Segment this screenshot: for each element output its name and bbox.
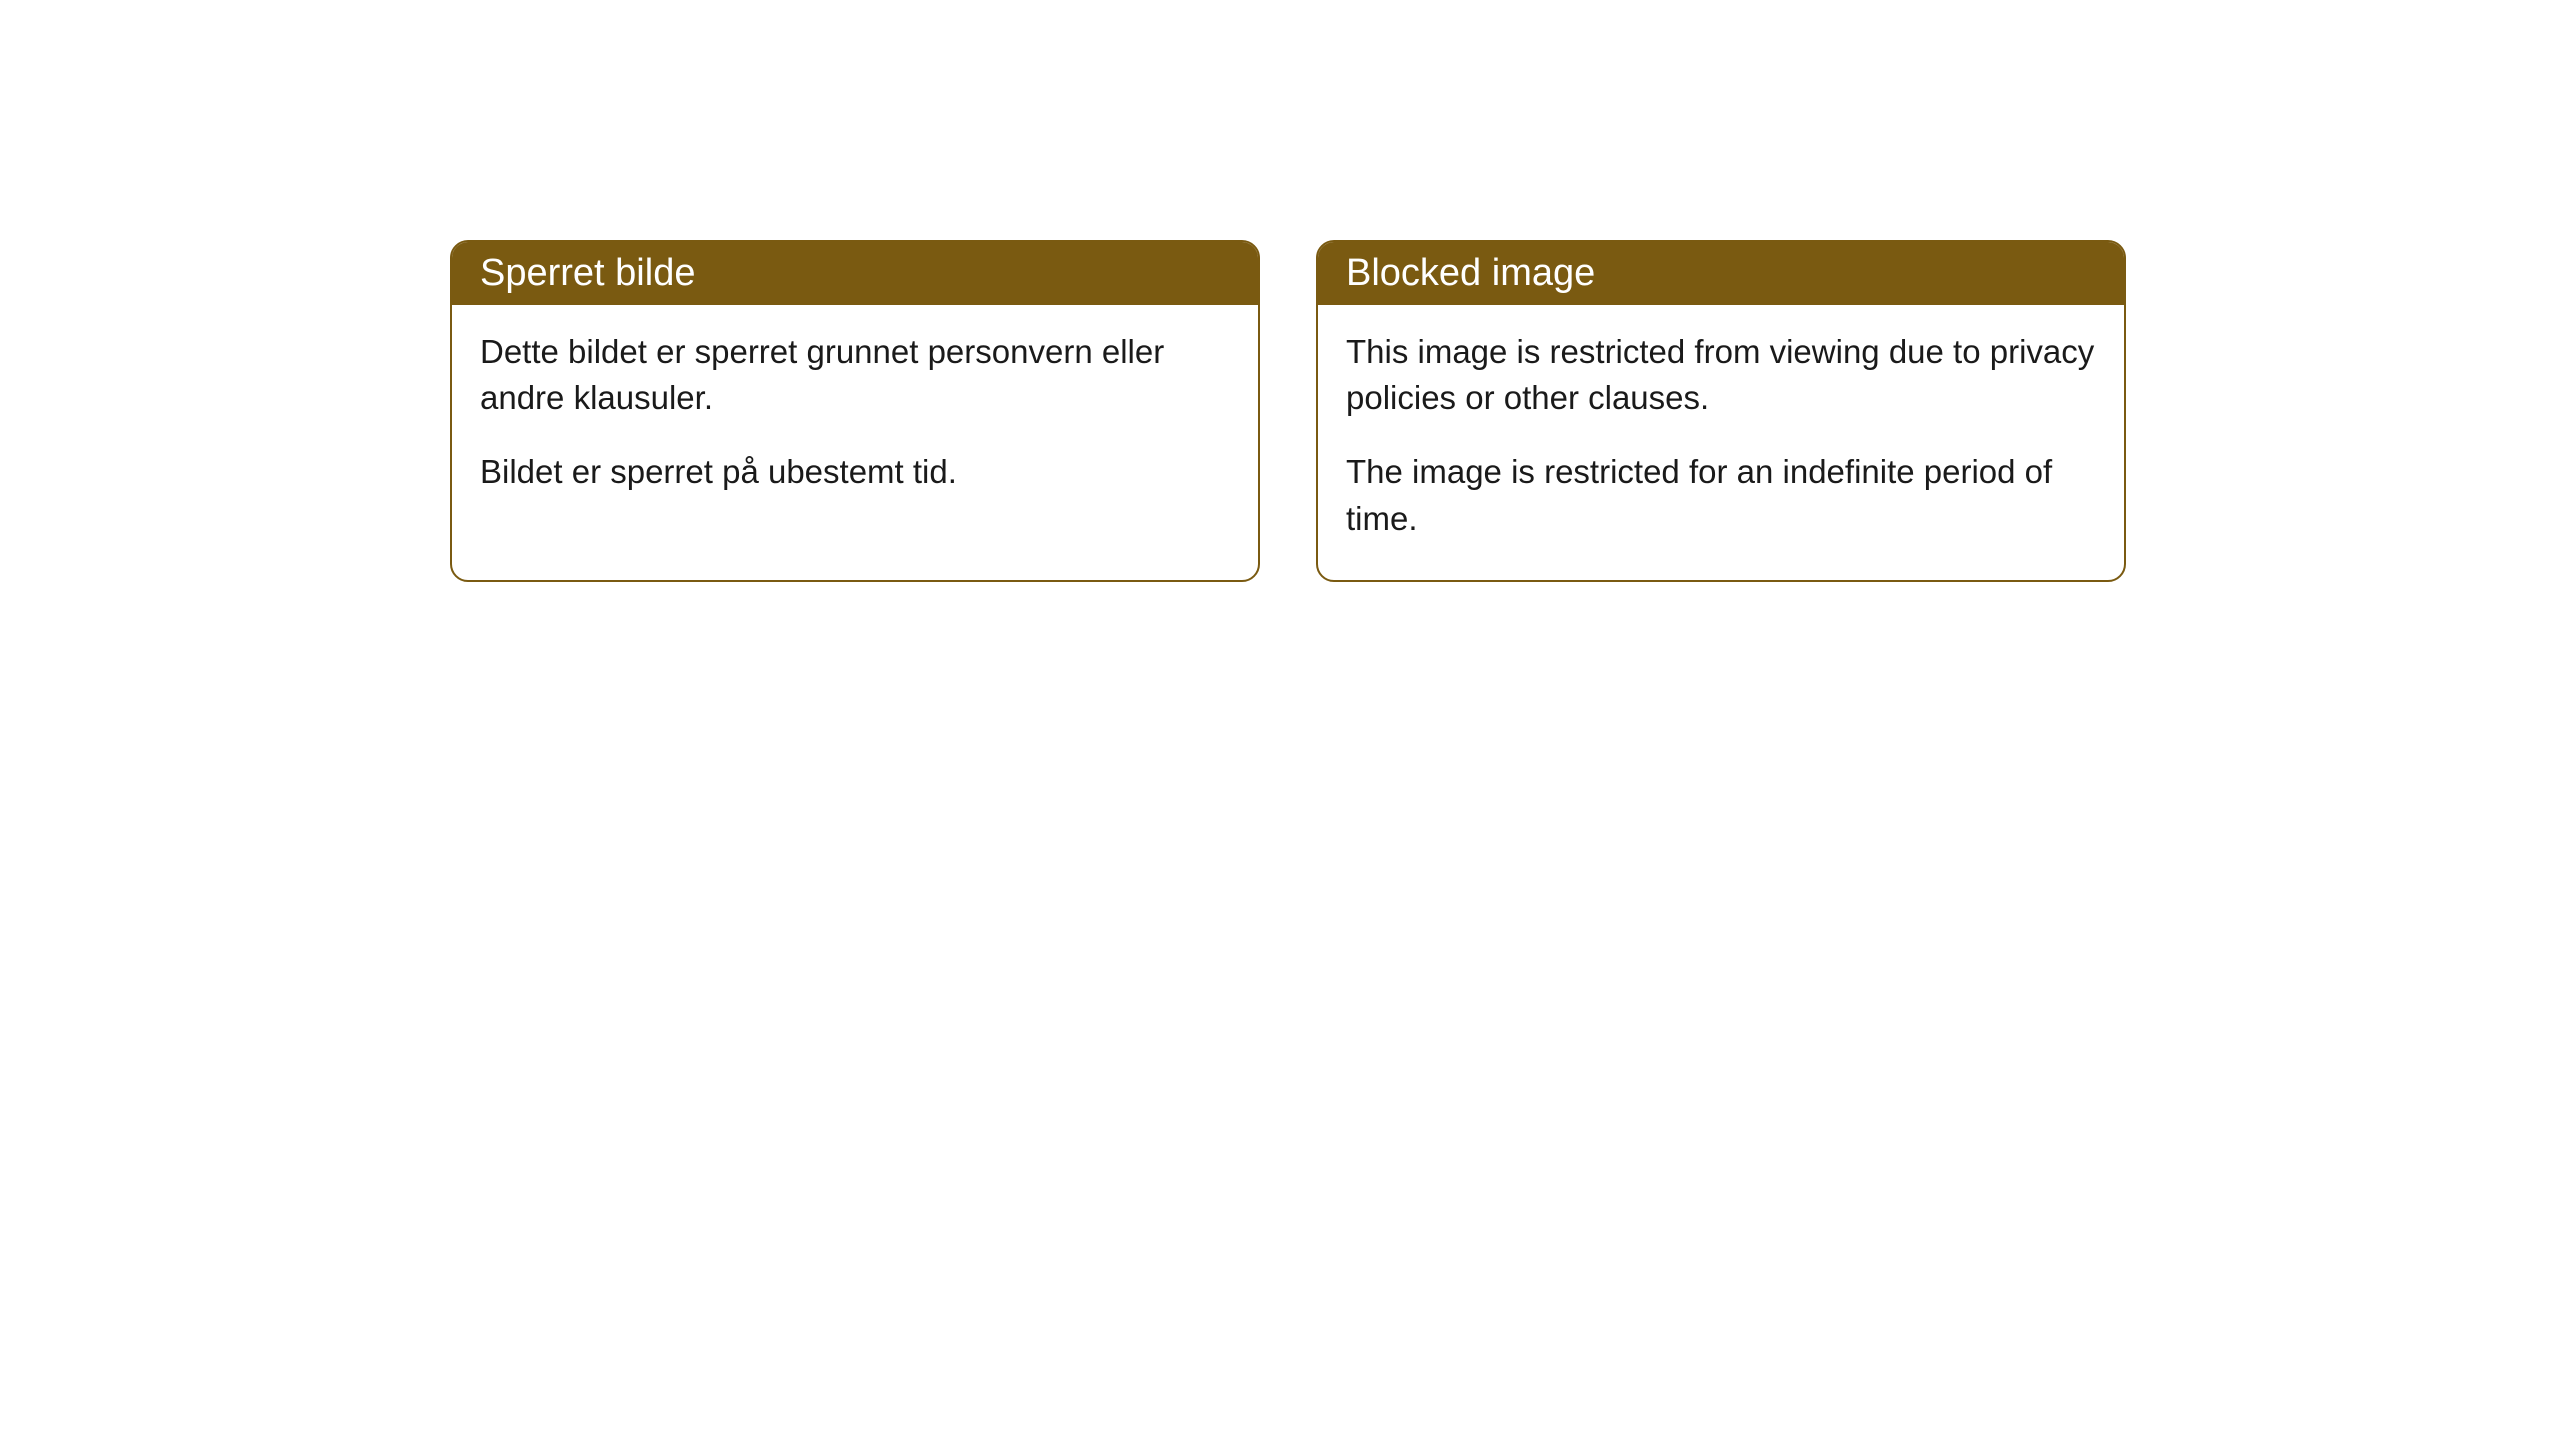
card-body-english: This image is restricted from viewing du… bbox=[1318, 305, 2124, 580]
card-title: Sperret bilde bbox=[480, 252, 695, 294]
info-cards-container: Sperret bilde Dette bildet er sperret gr… bbox=[450, 240, 2560, 582]
card-paragraph-1: This image is restricted from viewing du… bbox=[1346, 329, 2096, 421]
card-paragraph-2: The image is restricted for an indefinit… bbox=[1346, 449, 2096, 541]
card-title: Blocked image bbox=[1346, 252, 1595, 294]
card-header-norwegian: Sperret bilde bbox=[452, 242, 1258, 305]
card-paragraph-2: Bildet er sperret på ubestemt tid. bbox=[480, 449, 1230, 495]
card-header-english: Blocked image bbox=[1318, 242, 2124, 305]
blocked-image-card-norwegian: Sperret bilde Dette bildet er sperret gr… bbox=[450, 240, 1260, 582]
card-body-norwegian: Dette bildet er sperret grunnet personve… bbox=[452, 305, 1258, 534]
blocked-image-card-english: Blocked image This image is restricted f… bbox=[1316, 240, 2126, 582]
card-paragraph-1: Dette bildet er sperret grunnet personve… bbox=[480, 329, 1230, 421]
